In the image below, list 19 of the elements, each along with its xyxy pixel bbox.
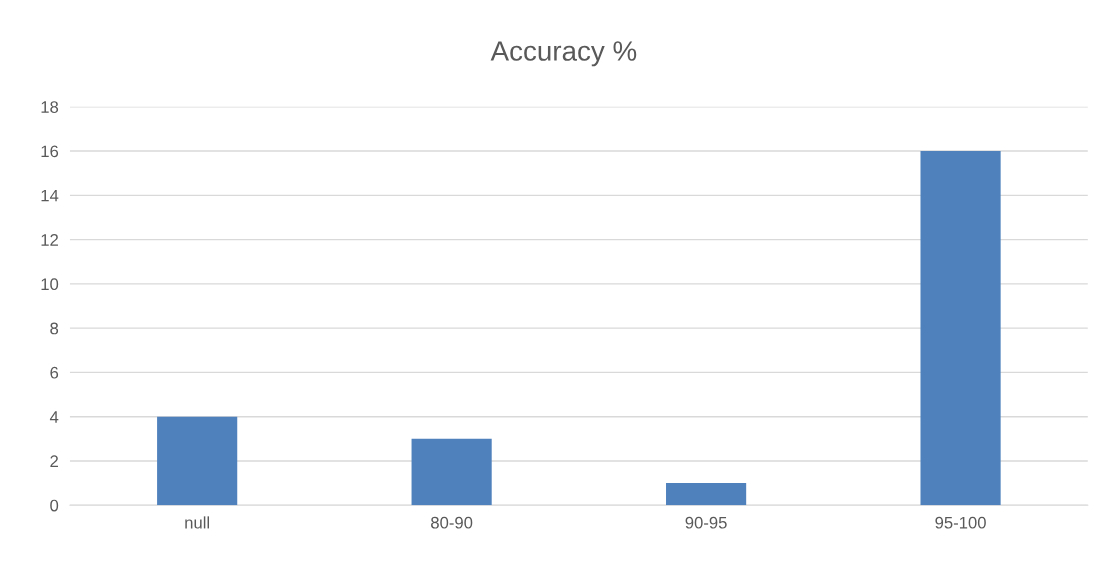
x-tick-label: 80-90 <box>431 516 473 529</box>
y-tick-label: 4 <box>49 411 59 423</box>
bar <box>920 151 1001 506</box>
x-tick-label: 90-95 <box>685 516 727 529</box>
y-tick-label: 12 <box>41 234 58 246</box>
y-tick-label: 8 <box>50 322 59 335</box>
y-tick-label: 18 <box>41 101 59 113</box>
y-tick-label: 14 <box>41 189 59 202</box>
chart-title: Accuracy % <box>490 41 637 67</box>
y-tick-label: 2 <box>50 455 58 467</box>
y-tick-label: 0 <box>50 499 59 512</box>
x-tick-label: null <box>185 516 210 529</box>
y-tick-label: 10 <box>41 278 59 291</box>
bar <box>411 438 492 506</box>
bar <box>157 416 238 506</box>
x-tick-label: 95-100 <box>935 516 986 529</box>
bar <box>666 483 747 506</box>
y-tick-label: 6 <box>50 366 59 379</box>
y-tick-label: 16 <box>41 145 59 158</box>
